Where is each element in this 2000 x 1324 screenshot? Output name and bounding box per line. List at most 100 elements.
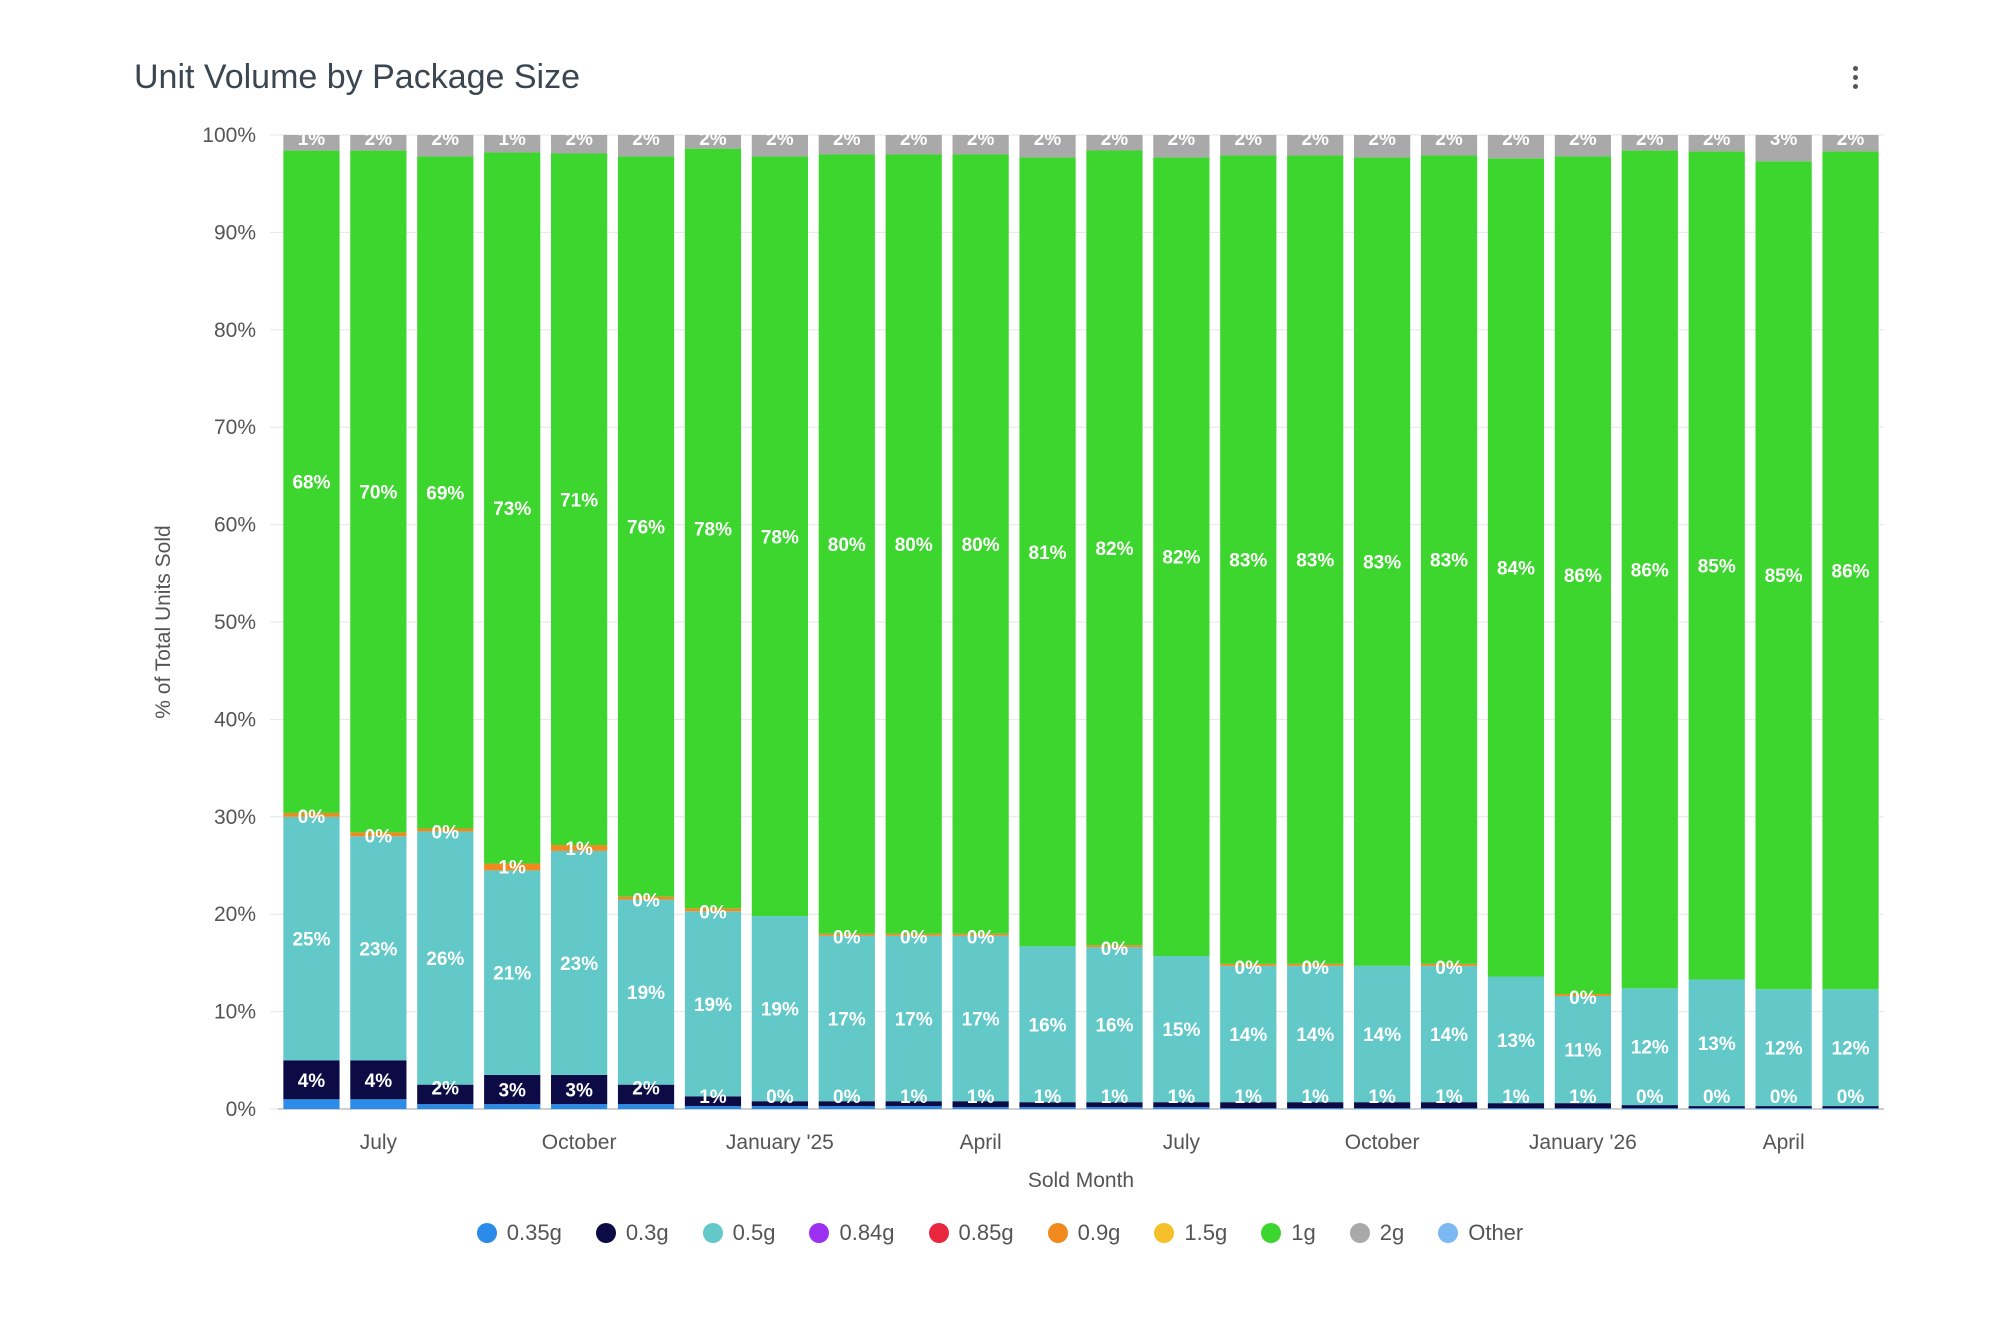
data-label: 2% [1435,129,1463,150]
data-label: 83% [1363,553,1401,574]
data-label: 25% [292,930,330,951]
bar-segment [350,135,407,151]
data-label: 84% [1497,558,1535,579]
bar-segment [885,1106,942,1109]
legend-dot-icon [1154,1223,1175,1243]
bar-segment [751,916,808,1102]
y-tick-label: 10% [214,1001,256,1024]
bar-segment [1354,965,1411,1103]
x-tick-label: October [1345,1131,1420,1154]
bar-segment [818,935,875,1102]
legend-item[interactable]: 2g [1349,1220,1405,1246]
bar-segment [684,911,742,1097]
bar-segment [1354,1102,1411,1109]
x-tick-label: January '26 [1529,1131,1637,1154]
bar-segment [952,135,1009,155]
y-axis-title: % of Total Units Sold [152,525,175,718]
bar-segment [1220,135,1277,156]
legend-item[interactable]: 1g [1261,1220,1316,1246]
data-label: 16% [1095,1016,1133,1037]
bar-segment [1487,135,1545,159]
legend-label: 2g [1379,1220,1405,1245]
bar-segment [1554,996,1611,1104]
data-label: 2% [1235,129,1263,150]
data-label: 2% [699,129,727,150]
bar-segment [684,1106,742,1109]
data-label: 1% [699,1087,727,1108]
data-label: 1% [900,1087,928,1108]
data-label: 0% [967,928,995,949]
bar-segment [1755,1106,1812,1109]
bar-segment [1354,135,1411,158]
bar-segment [1153,1107,1210,1109]
data-label: 14% [1363,1025,1401,1046]
legend-item[interactable]: 0.5g [702,1220,775,1246]
data-label: 1% [1034,1087,1062,1108]
bar-segment [1086,1102,1143,1108]
data-label: 1% [1569,1087,1597,1108]
data-label: 1% [1101,1087,1129,1108]
bar-segment [1688,135,1745,152]
data-label: 1% [1502,1087,1530,1108]
data-label: 2% [432,129,460,150]
bar-segment [551,135,608,154]
data-label: 71% [560,490,598,511]
bar-segment [952,1101,1009,1108]
bar-segment [1354,157,1411,966]
legend-item[interactable]: Other [1438,1220,1523,1246]
data-label: 68% [292,473,330,494]
y-tick-label: 100% [202,124,256,147]
data-label: 81% [1029,543,1067,564]
x-tick-label: January '25 [726,1131,834,1154]
legend-item[interactable]: 0.84g [809,1220,895,1246]
legend-label: Other [1468,1220,1524,1245]
bar-segment [283,812,340,817]
legend-item[interactable]: 1.5g [1154,1220,1227,1246]
data-label: 2% [900,129,928,150]
data-label: 0% [1837,1087,1865,1108]
bar-segment [1220,965,1277,1103]
data-label: 1% [1168,1087,1196,1108]
legend-item[interactable]: 0.85g [928,1220,1014,1246]
more-options-icon[interactable] [1848,66,1862,96]
bar-segment [1487,1103,1545,1109]
bar-segment [818,135,875,155]
legend-dot-icon [809,1223,830,1243]
legend-item[interactable]: 0.3g [595,1220,669,1246]
bar-segment [1621,135,1678,151]
bar-segment [1822,989,1879,1107]
bar-segment [1621,1108,1678,1109]
bar-segment [885,135,942,155]
bar-segment [283,1099,340,1109]
data-label: 0% [1636,1087,1664,1108]
bar-segment [1554,156,1611,995]
bar-segment [551,1074,608,1105]
bar-segment [350,150,407,833]
bar-segment [417,828,474,832]
bar-segment [350,1099,407,1109]
data-label: 2% [1837,129,1865,150]
data-label: 0% [365,826,393,847]
bar-segment [1287,155,1344,964]
data-label: 2% [766,129,794,150]
data-label: 0% [833,1087,861,1108]
bar-segment [283,135,340,151]
data-label: 2% [1703,129,1731,150]
bar-segment [484,152,541,864]
data-label: 85% [1698,557,1736,578]
legend-item[interactable]: 0.9g [1047,1220,1120,1246]
bar-segment [1487,1108,1545,1109]
legend-dot-icon [1047,1223,1068,1243]
legend-item[interactable]: 0.35g [476,1220,562,1246]
data-label: 0% [699,902,727,923]
x-tick-label: July [1163,1131,1201,1154]
data-label: 17% [895,1009,933,1030]
data-label: 2% [1301,129,1329,150]
data-label: 1% [498,129,526,150]
bar-segment [283,816,340,1061]
data-label: 2% [1168,129,1196,150]
bar-segment [1220,1108,1277,1109]
data-label: 2% [1502,129,1530,150]
bar-segment [684,908,742,912]
